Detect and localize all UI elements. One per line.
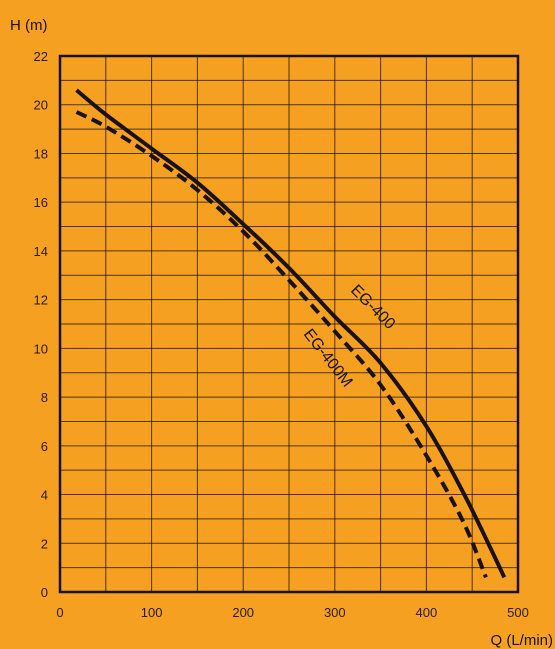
x-tick-label: 400	[416, 605, 438, 620]
series-label-eg-400: EG-400	[347, 282, 398, 333]
y-tick-label: 22	[34, 49, 48, 64]
x-tick-label: 300	[324, 605, 346, 620]
series-lines	[75, 88, 507, 579]
x-axis-title: Q (L/min)	[490, 632, 553, 649]
y-tick-label: 0	[41, 585, 48, 600]
y-tick-label: 8	[41, 390, 48, 405]
grid	[59, 55, 519, 593]
series-label-eg-400m: EG-400M	[300, 326, 356, 390]
y-tick-label: 20	[34, 98, 48, 113]
y-tick-label: 4	[41, 488, 48, 503]
series-line-eg-400	[75, 88, 507, 579]
x-tick-label: 200	[232, 605, 254, 620]
y-tick-label: 10	[34, 341, 48, 356]
tick-labels: 0 100 200 300 400 500 0 2 4 6 8 10 12 14 16 18 20 22	[34, 49, 529, 620]
x-tick-label: 0	[56, 605, 63, 620]
y-axis-title: H (m)	[10, 17, 48, 34]
y-tick-label: 14	[34, 244, 48, 259]
x-tick-label: 100	[141, 605, 163, 620]
y-tick-label: 16	[34, 195, 48, 210]
y-tick-label: 12	[34, 293, 48, 308]
series-line-eg-400m	[75, 110, 488, 579]
y-tick-label: 2	[41, 536, 48, 551]
plot-frame	[58, 54, 520, 594]
x-tick-label: 500	[507, 605, 529, 620]
y-tick-label: 18	[34, 146, 48, 161]
y-tick-label: 6	[41, 439, 48, 454]
